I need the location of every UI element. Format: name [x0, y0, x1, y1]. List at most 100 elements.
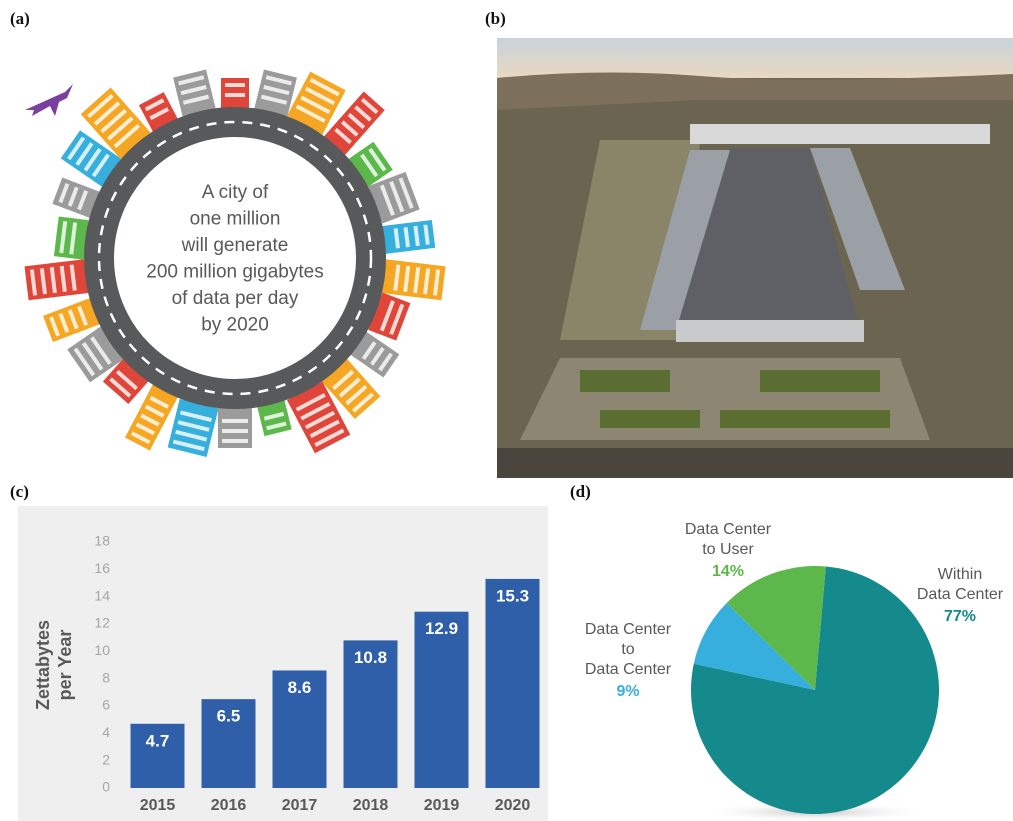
illustration-text: will generate [181, 235, 289, 256]
building-windows [91, 153, 110, 178]
building [125, 384, 178, 451]
building-far [690, 124, 990, 144]
building-windows [81, 341, 104, 371]
building-windows [178, 75, 205, 86]
building-windows [360, 153, 379, 178]
building-windows [75, 142, 94, 166]
building-windows [59, 265, 67, 292]
ring-center [115, 138, 355, 378]
building-body [125, 384, 178, 451]
building-windows [265, 75, 292, 86]
building-windows [379, 184, 395, 216]
building-windows [115, 369, 138, 391]
building [350, 331, 400, 378]
building-windows [225, 93, 245, 97]
bar [130, 723, 185, 788]
building-windows [389, 303, 405, 336]
building-windows [334, 127, 352, 145]
building-windows [58, 312, 70, 333]
building-windows [368, 147, 387, 172]
building-windows [260, 94, 288, 105]
building-windows [340, 120, 359, 137]
building [102, 359, 149, 405]
front-building [676, 320, 864, 342]
building-windows [49, 266, 57, 294]
y-tick-label: 12 [94, 615, 110, 631]
building [321, 359, 381, 419]
building-windows [130, 431, 151, 445]
y-axis-label: Zettabytes per Year [33, 620, 75, 710]
lawn [760, 370, 880, 392]
building-windows [360, 97, 379, 115]
building [323, 91, 385, 156]
building-windows [149, 107, 170, 121]
building-windows [83, 147, 102, 172]
y-tick-label: 2 [102, 751, 110, 767]
illustration-text: one million [190, 209, 281, 230]
building-body [350, 331, 400, 378]
building-windows [144, 404, 165, 418]
building-body [102, 359, 149, 405]
building-windows [106, 116, 134, 141]
panel-label: (c) [10, 482, 29, 501]
building-windows [338, 377, 361, 398]
cooling-left [640, 150, 730, 330]
y-tick-label: 18 [94, 533, 110, 549]
building [257, 400, 292, 437]
building-windows [180, 84, 207, 96]
y-tick-label: 0 [102, 779, 110, 795]
pie-slice [726, 566, 826, 690]
building-windows [109, 377, 132, 398]
building-body [368, 171, 420, 224]
building [286, 71, 346, 135]
building-windows [393, 264, 401, 291]
building [80, 87, 151, 159]
y-tick-label: 4 [102, 724, 110, 740]
building-windows [300, 401, 331, 421]
building-windows [175, 429, 208, 442]
slice-label: Within Data Center [917, 566, 1004, 603]
x-tick-label: 2018 [353, 797, 389, 814]
slice-label: Data Center to Data Center [585, 621, 672, 678]
building-windows [413, 266, 421, 294]
building-windows [144, 98, 165, 112]
x-tick-label: 2015 [140, 797, 176, 814]
y-tick-label: 8 [102, 669, 110, 685]
lawn [720, 410, 890, 428]
slice-label: Data Center to User [685, 521, 772, 558]
building [348, 141, 393, 187]
building-windows [309, 419, 340, 439]
building-windows [100, 108, 127, 134]
building-windows [370, 346, 385, 366]
building-body [286, 71, 346, 135]
building-windows [113, 123, 141, 149]
building-windows [398, 177, 414, 209]
value-label: 15.3 [496, 586, 529, 605]
building-windows [314, 428, 345, 447]
building-windows [300, 95, 331, 115]
photo-sky [497, 38, 1013, 78]
building-windows [73, 347, 96, 377]
building [52, 177, 100, 218]
building-body [368, 292, 411, 341]
building-windows [432, 269, 441, 296]
x-tick-label: 2020 [495, 797, 531, 814]
lawn [600, 410, 700, 428]
aerial-photo [497, 38, 1013, 478]
building [167, 398, 219, 457]
building [221, 78, 249, 108]
building-windows [177, 420, 210, 432]
bar [343, 640, 398, 788]
airplane [25, 84, 73, 116]
building-windows [393, 228, 401, 249]
building [368, 292, 411, 341]
city-illustration: A city of one million will generate 200 mil… [24, 69, 446, 457]
building-windows [309, 77, 340, 97]
value-label: 6.5 [217, 707, 241, 726]
building [368, 171, 420, 224]
main-hall [676, 148, 860, 330]
building-windows [263, 84, 290, 96]
building [43, 298, 100, 343]
y-tick-label: 16 [94, 560, 110, 576]
